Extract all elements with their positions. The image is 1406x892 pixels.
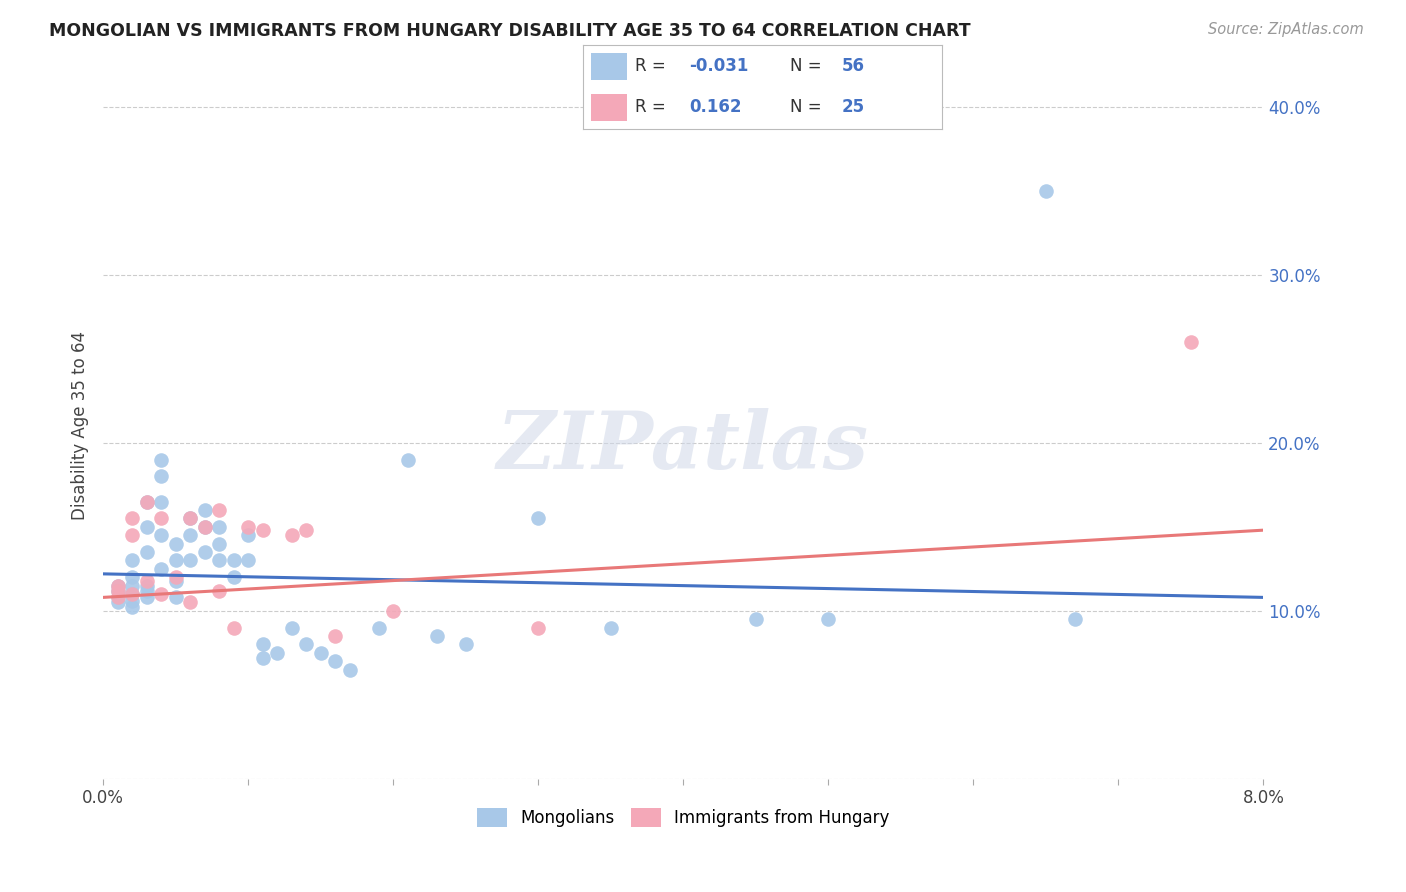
Point [165, 591, 187, 605]
Point [599, 621, 621, 635]
Point [1063, 612, 1085, 626]
Point [208, 553, 231, 567]
Point [1035, 184, 1057, 198]
Text: 0.162: 0.162 [689, 98, 742, 116]
Point [135, 494, 157, 508]
Point [382, 604, 405, 618]
Text: Source: ZipAtlas.com: Source: ZipAtlas.com [1208, 22, 1364, 37]
Text: N =: N = [790, 98, 827, 116]
Point [165, 570, 187, 584]
Point [107, 591, 129, 605]
Text: 56: 56 [842, 57, 865, 75]
Point [236, 520, 259, 534]
Bar [591, 94, 627, 120]
Point [135, 579, 157, 593]
Point [121, 528, 143, 542]
Point [527, 621, 550, 635]
Point [121, 593, 143, 607]
Text: R =: R = [636, 98, 676, 116]
Text: R =: R = [636, 57, 672, 75]
Point [280, 528, 302, 542]
Point [107, 591, 129, 605]
Bar [591, 54, 627, 80]
Point [179, 511, 201, 525]
Point [121, 587, 143, 601]
Point [107, 579, 129, 593]
Point [150, 562, 173, 576]
Point [121, 511, 143, 525]
Point [222, 553, 245, 567]
Point [135, 591, 157, 605]
Point [295, 637, 318, 651]
Point [121, 570, 143, 584]
Point [208, 583, 231, 598]
Point [107, 579, 129, 593]
Y-axis label: Disability Age 35 to 64: Disability Age 35 to 64 [72, 332, 89, 520]
Point [295, 523, 318, 537]
Point [236, 553, 259, 567]
Point [194, 520, 217, 534]
Point [208, 536, 231, 550]
Point [194, 545, 217, 559]
Point [194, 520, 217, 534]
Point [194, 503, 217, 517]
Point [150, 469, 173, 483]
Point [222, 621, 245, 635]
Point [121, 600, 143, 615]
Point [107, 583, 129, 598]
Point [121, 553, 143, 567]
Point [179, 595, 201, 609]
Point [165, 536, 187, 550]
Point [107, 595, 129, 609]
Point [236, 528, 259, 542]
Text: -0.031: -0.031 [689, 57, 748, 75]
Point [150, 587, 173, 601]
Point [165, 574, 187, 588]
Text: N =: N = [790, 57, 827, 75]
Point [745, 612, 768, 626]
Point [179, 511, 201, 525]
Point [252, 651, 274, 665]
Point [150, 452, 173, 467]
Point [1180, 334, 1202, 349]
Legend: Mongolians, Immigrants from Hungary: Mongolians, Immigrants from Hungary [470, 802, 897, 834]
Point [135, 520, 157, 534]
Point [135, 583, 157, 598]
Point [426, 629, 449, 643]
Point [208, 520, 231, 534]
Point [222, 570, 245, 584]
Point [135, 494, 157, 508]
Point [252, 523, 274, 537]
Text: ZIPatlas: ZIPatlas [498, 409, 869, 486]
Point [280, 621, 302, 635]
Point [309, 646, 332, 660]
Point [135, 545, 157, 559]
Point [266, 646, 288, 660]
Point [135, 574, 157, 588]
Point [121, 579, 143, 593]
Point [527, 511, 550, 525]
Point [179, 528, 201, 542]
Point [107, 583, 129, 598]
Point [121, 587, 143, 601]
Point [454, 637, 477, 651]
Point [208, 503, 231, 517]
Text: MONGOLIAN VS IMMIGRANTS FROM HUNGARY DISABILITY AGE 35 TO 64 CORRELATION CHART: MONGOLIAN VS IMMIGRANTS FROM HUNGARY DIS… [49, 22, 970, 40]
Point [252, 637, 274, 651]
Point [396, 452, 419, 467]
Point [817, 612, 839, 626]
Point [150, 511, 173, 525]
Point [165, 553, 187, 567]
Point [150, 494, 173, 508]
Point [323, 654, 346, 668]
Text: 25: 25 [842, 98, 865, 116]
Point [367, 621, 389, 635]
Point [323, 629, 346, 643]
Point [339, 663, 361, 677]
Point [179, 553, 201, 567]
Point [150, 528, 173, 542]
